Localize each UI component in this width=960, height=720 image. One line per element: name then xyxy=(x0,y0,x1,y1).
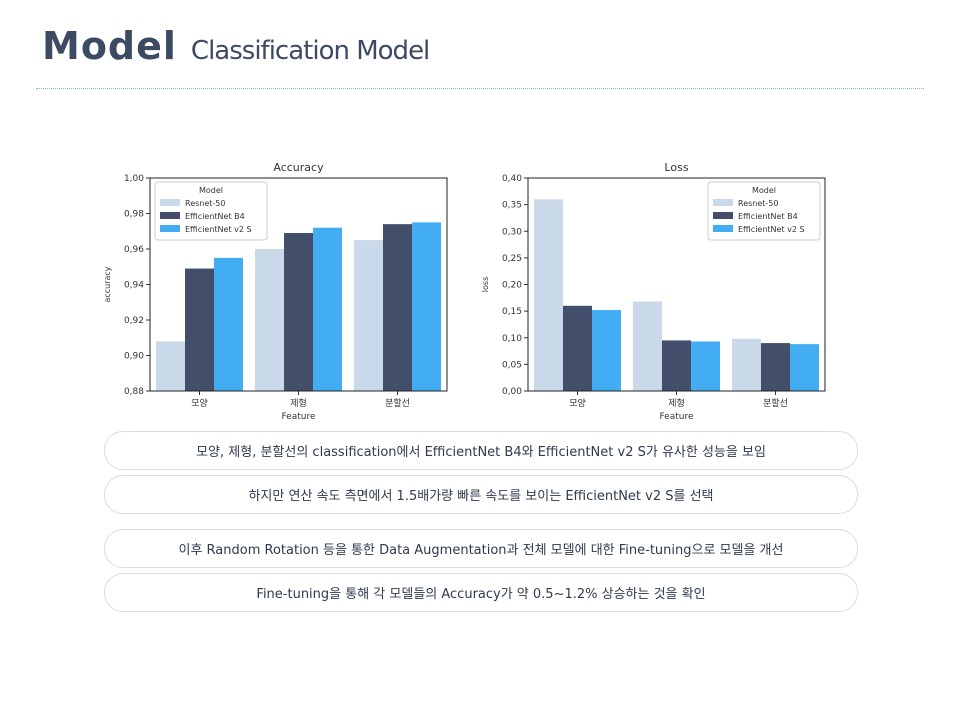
bar xyxy=(383,224,412,391)
legend-swatch xyxy=(160,212,180,219)
note-text-3: 이후 Random Rotation 등을 통한 Data Augmentati… xyxy=(178,543,784,558)
loss-chart: Loss 0,00 0,05 0,10 0,15 0,20 0,25 0,30 0,35 0,40… xyxy=(476,152,836,424)
legend-swatch xyxy=(713,199,733,206)
y-tick-label: 0,10 xyxy=(502,334,522,344)
bar xyxy=(313,227,342,391)
bar xyxy=(790,344,819,391)
bar xyxy=(732,338,761,391)
page-subtitle: Classification Model xyxy=(190,36,430,66)
bar xyxy=(214,257,243,391)
y-tick-label: 0,98 xyxy=(124,210,144,220)
y-tick-label: 0,15 xyxy=(502,307,522,317)
y-tick-label: 0,88 xyxy=(124,387,144,397)
bar xyxy=(534,199,563,391)
note-pill-4: Fine-tuning을 통해 각 모델들의 Accuracy가 약 0.5~1… xyxy=(104,573,858,612)
header-divider xyxy=(36,88,924,89)
bar xyxy=(354,240,383,391)
y-axis-label: accuracy xyxy=(103,266,112,302)
note-pill-1: 모양, 제형, 분할선의 classification에서 EfficientN… xyxy=(104,431,858,470)
legend-label: Resnet-50 xyxy=(185,199,225,208)
bar xyxy=(185,268,214,391)
x-tick-label: 제형 xyxy=(290,398,307,409)
bar xyxy=(156,341,185,391)
y-tick-label: 0,96 xyxy=(124,245,144,255)
bar xyxy=(691,341,720,391)
y-tick-label: 0,00 xyxy=(502,387,522,397)
x-tick-label: 분할선 xyxy=(763,398,788,409)
accuracy-chart: Accuracy 0,88 0,90 0,92 0,94 0,96 0,98 1,00 accu… xyxy=(98,152,458,424)
chart-svg: Accuracy 0,88 0,90 0,92 0,94 0,96 0,98 1,00 accu… xyxy=(103,161,448,422)
y-axis-label: loss xyxy=(481,277,490,292)
legend-box xyxy=(154,181,268,241)
legend-label: EfficientNet B4 xyxy=(185,212,245,221)
y-tick-label: 0,94 xyxy=(124,281,144,291)
bar xyxy=(761,343,790,391)
bar xyxy=(284,233,313,391)
chart-svg: Loss 0,00 0,05 0,10 0,15 0,20 0,25 0,30 0,35 0,40… xyxy=(481,161,826,422)
bar xyxy=(592,310,621,391)
bar xyxy=(412,222,441,391)
chart-title: Accuracy xyxy=(273,161,324,174)
page-header: Model Classification Model xyxy=(42,24,430,68)
y-tick-label: 0,40 xyxy=(502,174,522,184)
x-axis-label: Feature xyxy=(281,412,315,422)
plot-frame xyxy=(149,177,448,392)
bar xyxy=(563,305,592,391)
plot-frame xyxy=(527,177,826,392)
bar xyxy=(633,301,662,391)
bar xyxy=(662,340,691,391)
y-tick-label: 0,25 xyxy=(502,254,522,264)
note-text-2: 하지만 연산 속도 측면에서 1.5배가량 빠른 속도를 보이는 Efficie… xyxy=(248,489,714,504)
page-title: Model xyxy=(42,24,177,68)
note-pill-2: 하지만 연산 속도 측면에서 1.5배가량 빠른 속도를 보이는 Efficie… xyxy=(104,475,858,514)
legend-swatch xyxy=(713,225,733,232)
legend-swatch xyxy=(713,212,733,219)
legend-title: Model xyxy=(752,186,776,195)
y-tick-label: 0,30 xyxy=(502,227,522,237)
note-pill-3: 이후 Random Rotation 등을 통한 Data Augmentati… xyxy=(104,529,858,568)
legend-swatch xyxy=(160,225,180,232)
x-tick-label: 모양 xyxy=(191,398,208,409)
legend-label: EfficientNet v2 S xyxy=(185,225,252,234)
x-tick-label: 모양 xyxy=(569,398,586,409)
x-tick-label: 제형 xyxy=(668,398,685,409)
legend-label: EfficientNet v2 S xyxy=(738,225,805,234)
legend-swatch xyxy=(160,199,180,206)
x-axis-label: Feature xyxy=(659,412,693,422)
y-tick-label: 0,05 xyxy=(502,360,522,370)
bar xyxy=(255,249,284,391)
note-text-1: 모양, 제형, 분할선의 classification에서 EfficientN… xyxy=(196,445,766,460)
y-tick-label: 0,90 xyxy=(124,352,144,362)
y-tick-label: 0,92 xyxy=(124,316,144,326)
chart-title: Loss xyxy=(664,161,688,174)
y-tick-label: 0,20 xyxy=(502,281,522,291)
legend-title: Model xyxy=(199,186,223,195)
y-tick-label: 0,35 xyxy=(502,201,522,211)
y-tick-label: 1,00 xyxy=(124,174,144,184)
legend-box xyxy=(707,181,821,241)
note-text-4: Fine-tuning을 통해 각 모델들의 Accuracy가 약 0.5~1… xyxy=(256,587,706,602)
legend-label: Resnet-50 xyxy=(738,199,778,208)
legend-label: EfficientNet B4 xyxy=(738,212,798,221)
x-tick-label: 분할선 xyxy=(385,398,410,409)
